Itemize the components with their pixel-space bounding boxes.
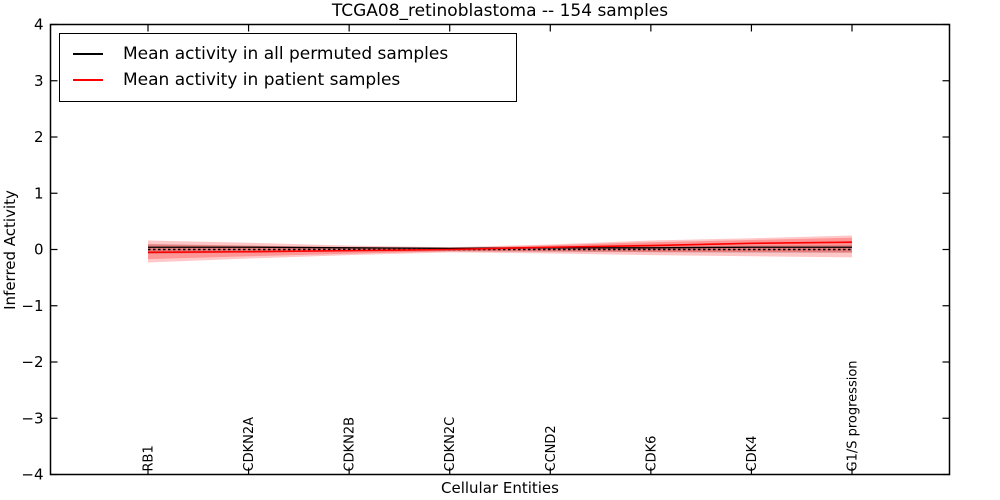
x-tick-label: RB1: [142, 445, 157, 471]
legend-label-patient: Mean activity in patient samples: [123, 70, 401, 90]
y-tick-label: 1: [34, 184, 44, 202]
y-tick-label: −2: [21, 353, 43, 371]
x-tick-label: CDK6: [644, 436, 659, 472]
y-tick-label: −3: [21, 409, 43, 427]
legend-label-permuted: Mean activity in all permuted samples: [123, 44, 449, 64]
patient-mean-line: [147, 241, 853, 254]
y-tick-label: 2: [34, 128, 44, 146]
x-tick-label: CDK4: [745, 436, 760, 472]
x-axis-label: Cellular Entities: [441, 479, 559, 497]
y-tick-label: 0: [34, 241, 44, 259]
x-tick-label: CDKN2B: [343, 417, 358, 472]
legend-item-patient: Mean activity in patient samples: [73, 67, 516, 93]
permuted-line-swatch: [73, 53, 103, 55]
y-tick-label: 3: [34, 72, 44, 90]
legend: Mean activity in all permuted samples Me…: [59, 33, 517, 102]
y-tick-label: −1: [21, 297, 43, 315]
x-tick-label: CCND2: [544, 425, 559, 471]
y-tick-label: 4: [34, 16, 44, 34]
patient-line-swatch: [73, 79, 103, 81]
chart-title: TCGA08_retinoblastoma -- 154 samples: [331, 1, 669, 21]
x-tick-label: CDKN2A: [242, 417, 257, 472]
x-tick-label: CDKN2C: [443, 417, 458, 472]
x-tick-label: G1/S progression: [846, 360, 861, 471]
legend-item-permuted: Mean activity in all permuted samples: [73, 41, 516, 67]
y-tick-label: −4: [21, 466, 43, 484]
